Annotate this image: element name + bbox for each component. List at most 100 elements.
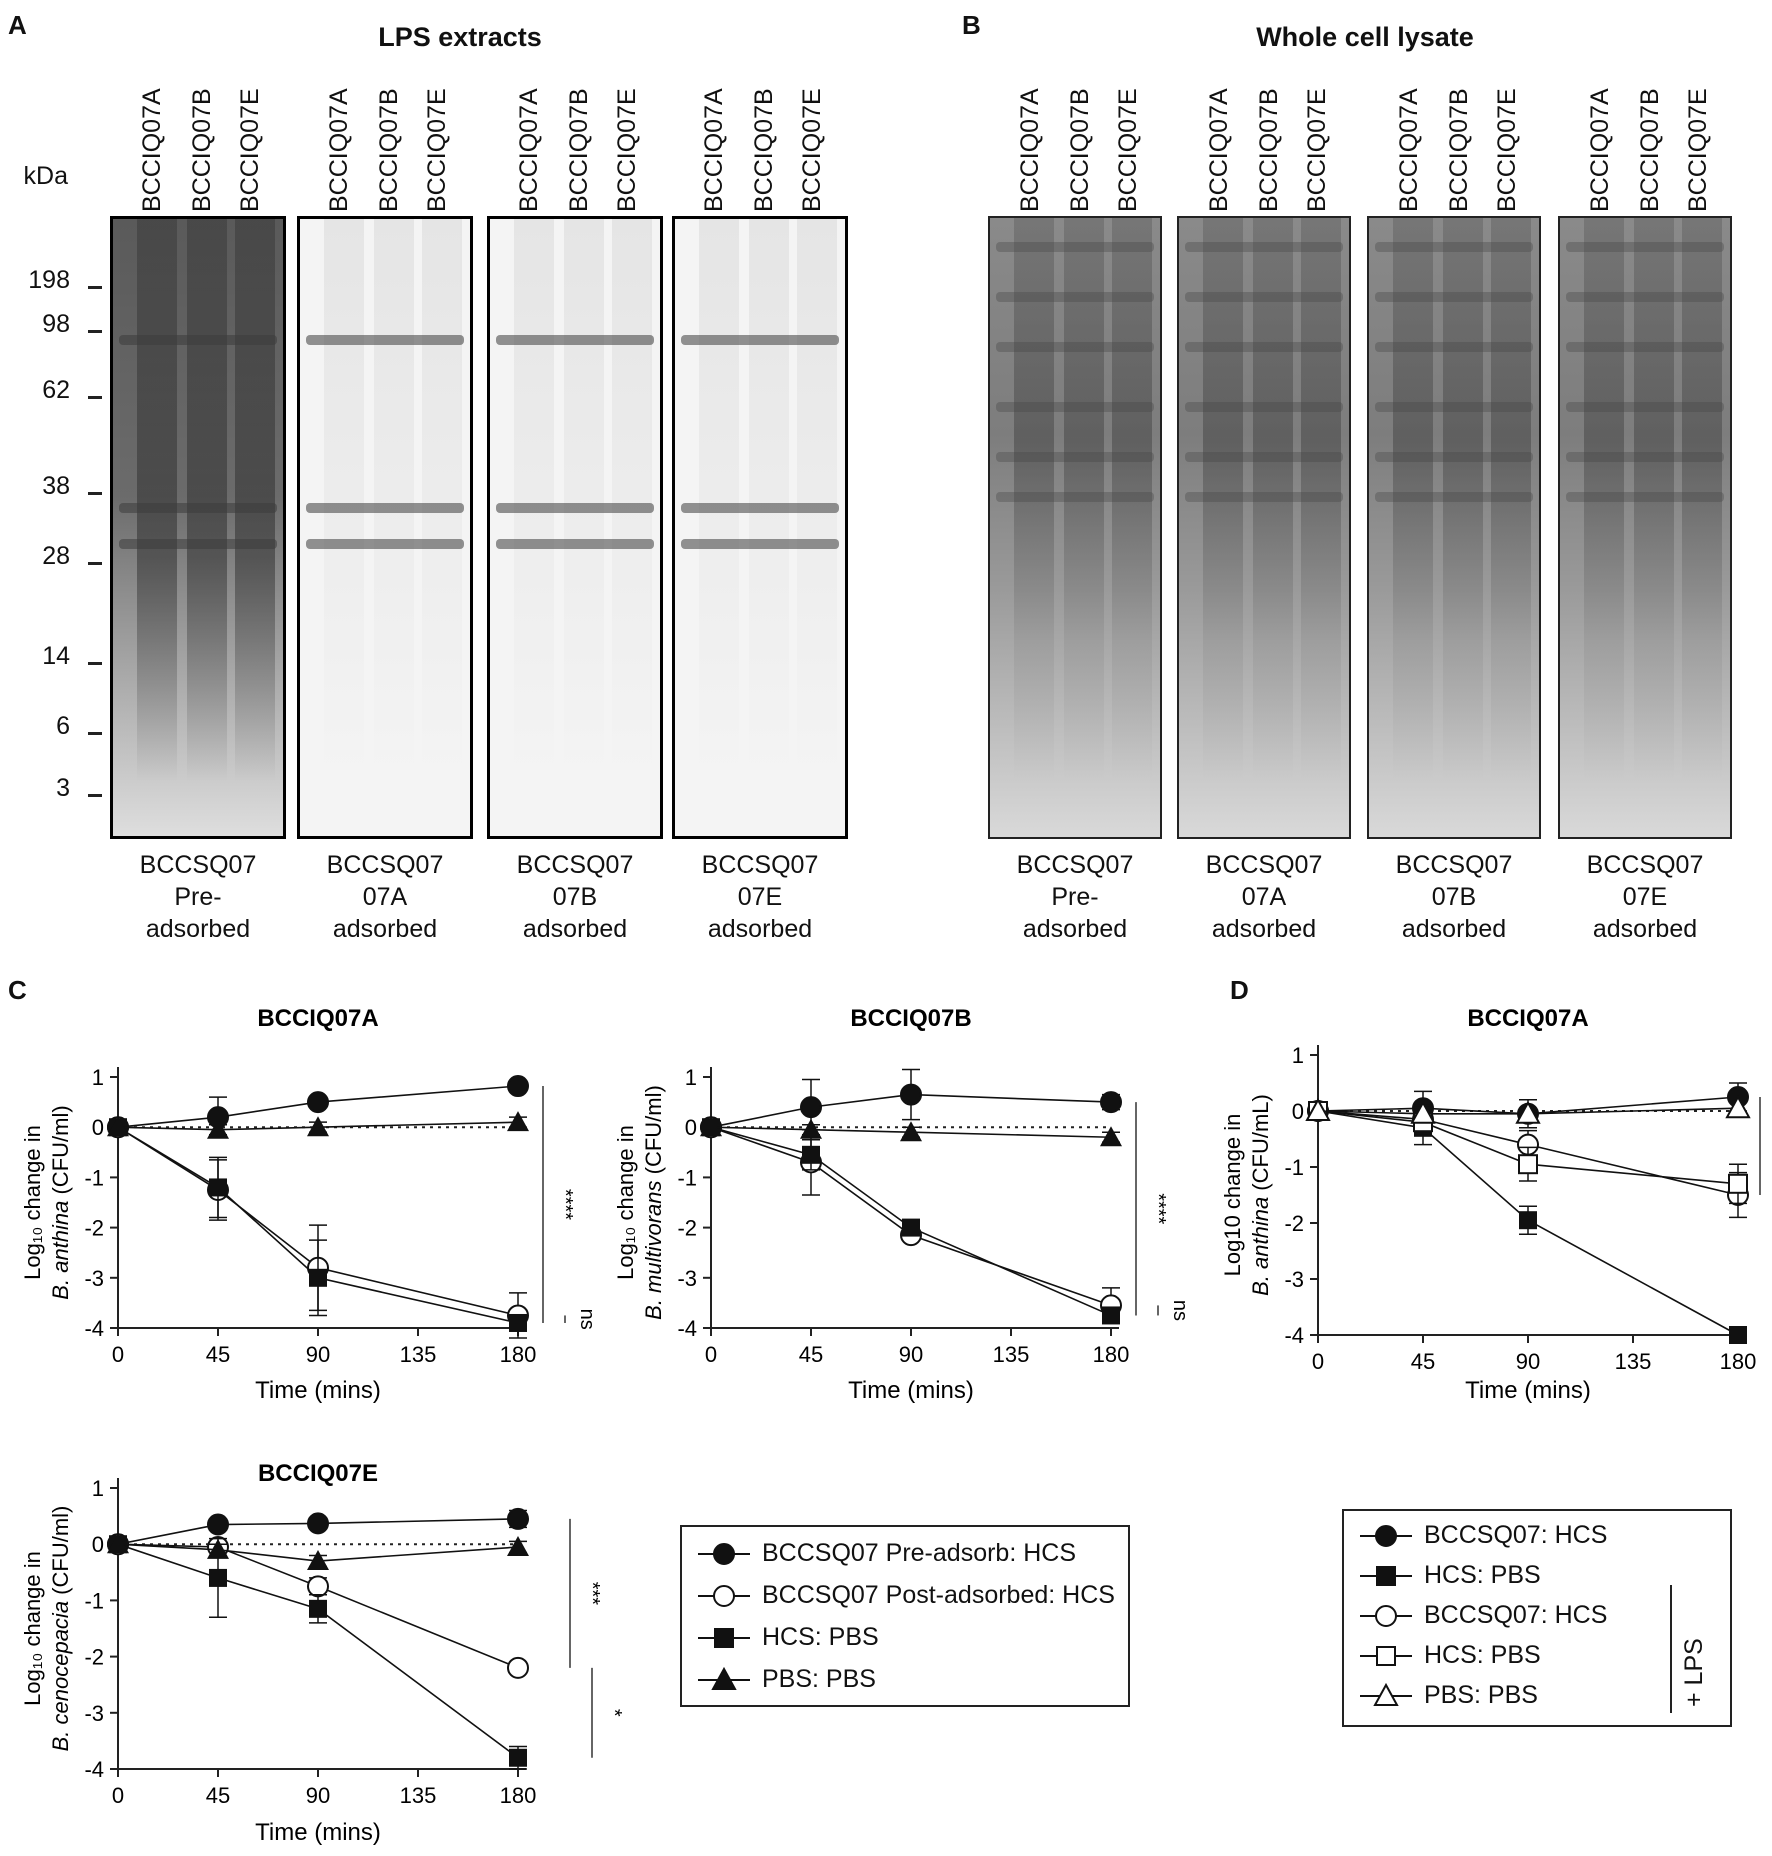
panel-a-letter: A: [8, 10, 27, 40]
y-tick-label: -2: [677, 1216, 697, 1241]
blot-caption: BCCSQ07 07A adsorbed: [326, 851, 444, 943]
data-point-pbs-pbs: [900, 1121, 922, 1142]
protein-band: [1566, 452, 1724, 462]
x-tick-label: 45: [799, 1342, 823, 1367]
chart-title: BCCIQ07A: [257, 1005, 378, 1032]
panel-b-title: Whole cell lysate: [1256, 22, 1474, 52]
protein-band: [1566, 242, 1724, 252]
legend-symbol: [1373, 1683, 1399, 1707]
data-point-bccsq07-post-adsorbed-hcs: [307, 1575, 329, 1598]
lane-streak: [324, 219, 364, 782]
x-tick-label: 180: [500, 1342, 537, 1367]
blot-b-1: [988, 216, 1162, 839]
legend-item: HCS: PBS: [1358, 1561, 1541, 1591]
kda-marker-38: 38: [42, 472, 70, 500]
y-tick-label: 0: [685, 1115, 697, 1140]
data-point-hcs-pbs: [902, 1218, 920, 1237]
lane-streak: [612, 219, 652, 782]
panel-a-title: LPS extracts: [378, 22, 542, 52]
series-line-hcs-pbs: [117, 1543, 519, 1759]
data-point-pbs-pbs: [1100, 1126, 1122, 1147]
protein-band: [996, 452, 1154, 462]
data-point-hcs-pbs: [509, 1748, 527, 1767]
blot-caption: BCCSQ07 07A adsorbed: [1205, 851, 1323, 943]
legend-label: PBS: PBS: [762, 1665, 876, 1693]
y-tick-label: -3: [84, 1266, 104, 1291]
x-tick-label: 45: [206, 1342, 230, 1367]
lps-group-label: + LPS: [1680, 1638, 1708, 1707]
panel-c-letter: C: [8, 975, 27, 1005]
y-tick-label: -3: [677, 1266, 697, 1291]
kda-tick: [88, 492, 102, 495]
protein-band: [496, 539, 654, 549]
x-tick-label: 90: [899, 1342, 923, 1367]
legend-label: BCCSQ07 Pre-adsorb: HCS: [762, 1539, 1077, 1567]
data-point-pbs-pbs-lps: [1725, 1095, 1751, 1119]
legend-symbol: [1375, 1525, 1397, 1548]
protein-band: [1375, 452, 1533, 462]
legend-marker-open-square: [1360, 1646, 1412, 1667]
lane-streak: [1064, 218, 1104, 781]
protein-band: [1375, 342, 1533, 352]
kda-marker-62: 62: [42, 376, 70, 404]
legend-item: HCS: PBS: [1358, 1641, 1541, 1671]
protein-band: [681, 503, 839, 513]
protein-band: [996, 292, 1154, 302]
y-tick-label: -1: [84, 1588, 104, 1613]
series-line-bccsq07-pre-adsorb-hcs: [117, 1085, 519, 1128]
data-point-hcs-pbs: [209, 1178, 227, 1197]
blot-a-2: [297, 216, 473, 839]
legend-label: HCS: PBS: [762, 1623, 879, 1651]
series-line-pbs-pbs: [117, 1121, 519, 1131]
data-point-pbs-pbs-lps: [1515, 1100, 1541, 1124]
kda-marker-3: 3: [56, 774, 70, 802]
y-tick-label: -4: [1284, 1323, 1304, 1348]
series-line-bccsq07-pre-adsorb-hcs: [117, 1518, 519, 1545]
blot-caption: BCCSQ07 Pre- adsorbed: [139, 851, 257, 943]
lane-streak: [1634, 218, 1674, 781]
legend-marker-filled-square: [698, 1628, 750, 1649]
legend-panel-c: BCCSQ07 Pre-adsorb: HCS BCCSQ07 Post-adso…: [680, 1525, 1130, 1707]
protein-band: [681, 335, 839, 345]
x-axis-label: Time (mins): [1465, 1377, 1591, 1404]
data-point-pbs-pbs: [107, 1116, 129, 1137]
data-point-pbs-pbs: [800, 1118, 822, 1139]
data-point-hcs-pbs: [309, 1268, 327, 1287]
data-point-bccsq07-pre-adsorb-hcs: [507, 1075, 529, 1098]
x-tick-label: 0: [112, 1342, 124, 1367]
series-line-bccsq07-post-adsorbed-hcs: [117, 1543, 519, 1669]
y-tick-label: -1: [1284, 1155, 1304, 1180]
y-tick-label: 1: [1292, 1043, 1304, 1068]
data-point-pbs-pbs-lps: [1305, 1097, 1331, 1121]
legend-item: BCCSQ07 Post-adsorbed: HCS: [696, 1581, 1115, 1611]
y-tick-label: 1: [92, 1476, 104, 1501]
blot-caption: BCCSQ07 07B adsorbed: [1395, 851, 1513, 943]
y-tick-label: -1: [84, 1165, 104, 1190]
y-tick-label: 0: [92, 1115, 104, 1140]
x-tick-label: 135: [400, 1342, 437, 1367]
series-line-hcs-pbs: [710, 1126, 1112, 1317]
y-tick-label: -1: [677, 1165, 697, 1190]
data-point-pbs-pbs-lps: [1410, 1100, 1436, 1124]
protein-band: [1185, 452, 1343, 462]
y-tick-label: -2: [1284, 1211, 1304, 1236]
legend-marker-filled-circle: [1360, 1525, 1412, 1548]
lane-streak: [235, 219, 275, 782]
x-tick-label: 180: [1093, 1342, 1130, 1367]
chart-title: BCCIQ07B: [850, 1005, 971, 1032]
series-line-pbs-pbs-lps: [1317, 1107, 1739, 1115]
lane-streak: [1491, 218, 1531, 781]
lane-streak: [1443, 218, 1483, 781]
lane-streak: [699, 219, 739, 782]
data-point-pbs-pbs: [507, 1536, 529, 1557]
series-line-pbs-pbs: [117, 1543, 519, 1562]
data-point-pbs-pbs: [307, 1550, 329, 1571]
data-point-hcs-pbs-lps: [1518, 1154, 1538, 1175]
lane-streak: [1014, 218, 1054, 781]
data-point-hcs-pbs: [1519, 1211, 1537, 1230]
y-axis-label-organism: B. anthina (CFU/ml): [48, 1105, 73, 1299]
data-point-bccsq07-pre-adsorb-hcs: [800, 1096, 822, 1119]
data-point-bccsq07-pre-adsorb-hcs: [507, 1507, 529, 1530]
protein-band: [119, 539, 277, 549]
